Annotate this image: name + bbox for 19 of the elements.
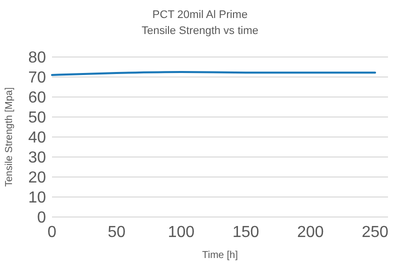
y-tick-label: 60 <box>28 90 46 107</box>
x-tick-label: 150 <box>232 224 260 241</box>
y-tick-label: 0 <box>37 210 46 227</box>
y-tick-label: 20 <box>28 170 46 187</box>
x-tick-label: 250 <box>362 224 389 241</box>
chart-subtitle: Tensile Strength vs time <box>142 25 258 37</box>
chart-title: PCT 20mil Al Prime <box>152 9 248 21</box>
y-tick-label: 50 <box>28 110 46 127</box>
x-tick-label: 100 <box>168 224 195 241</box>
y-axis-title: Tensile Strength [Mpa] <box>4 87 15 187</box>
y-tick-label: 80 <box>28 50 46 67</box>
y-tick-label: 10 <box>28 190 46 207</box>
y-tick-label: 70 <box>28 70 46 87</box>
x-tick-label: 0 <box>48 224 57 241</box>
x-tick-label: 200 <box>297 224 324 241</box>
y-tick-label: 30 <box>28 150 46 167</box>
x-tick-label: 50 <box>108 224 126 241</box>
x-axis-title: Time [h] <box>202 250 238 261</box>
y-tick-label: 40 <box>28 130 46 147</box>
